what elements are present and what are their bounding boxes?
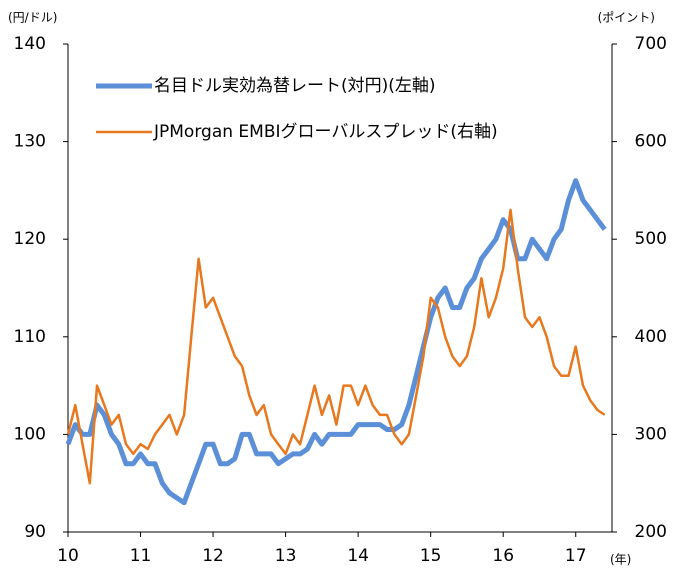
- y-tick-label: 100: [14, 424, 46, 444]
- series-line: [66, 208, 606, 485]
- x-tick-label: 16: [492, 546, 514, 566]
- x-tick-label: 15: [420, 546, 442, 566]
- y2-tick-label: 300: [635, 424, 667, 444]
- y-tick-label: 110: [14, 327, 46, 347]
- x-axis-label: (年): [610, 553, 631, 567]
- y-axis-label: (円/ドル): [8, 11, 57, 25]
- y-tick-label: 120: [14, 229, 46, 249]
- y2-tick-label: 400: [635, 327, 667, 347]
- y2-tick-label: 200: [635, 522, 667, 542]
- legend-label: JPMorgan EMBIグローバルスプレッド(右軸): [153, 122, 498, 142]
- y2-tick-label: 600: [635, 132, 667, 152]
- legend-label: 名目ドル実効為替レート(対円)(左軸): [154, 76, 436, 96]
- y-tick-label: 90: [24, 522, 46, 542]
- x-tick-label: 10: [57, 546, 79, 566]
- y2-tick-label: 500: [635, 229, 667, 249]
- x-tick-label: 12: [202, 546, 224, 566]
- y-tick-label: 140: [14, 34, 46, 54]
- x-tick-label: 13: [275, 546, 297, 566]
- y2-axis-label: (ポイント): [598, 11, 655, 25]
- series-line: [65, 178, 607, 506]
- x-tick-label: 17: [565, 546, 587, 566]
- x-tick-label: 11: [130, 546, 152, 566]
- y-tick-label: 130: [14, 132, 46, 152]
- y2-tick-label: 700: [635, 34, 667, 54]
- x-tick-label: 14: [347, 546, 369, 566]
